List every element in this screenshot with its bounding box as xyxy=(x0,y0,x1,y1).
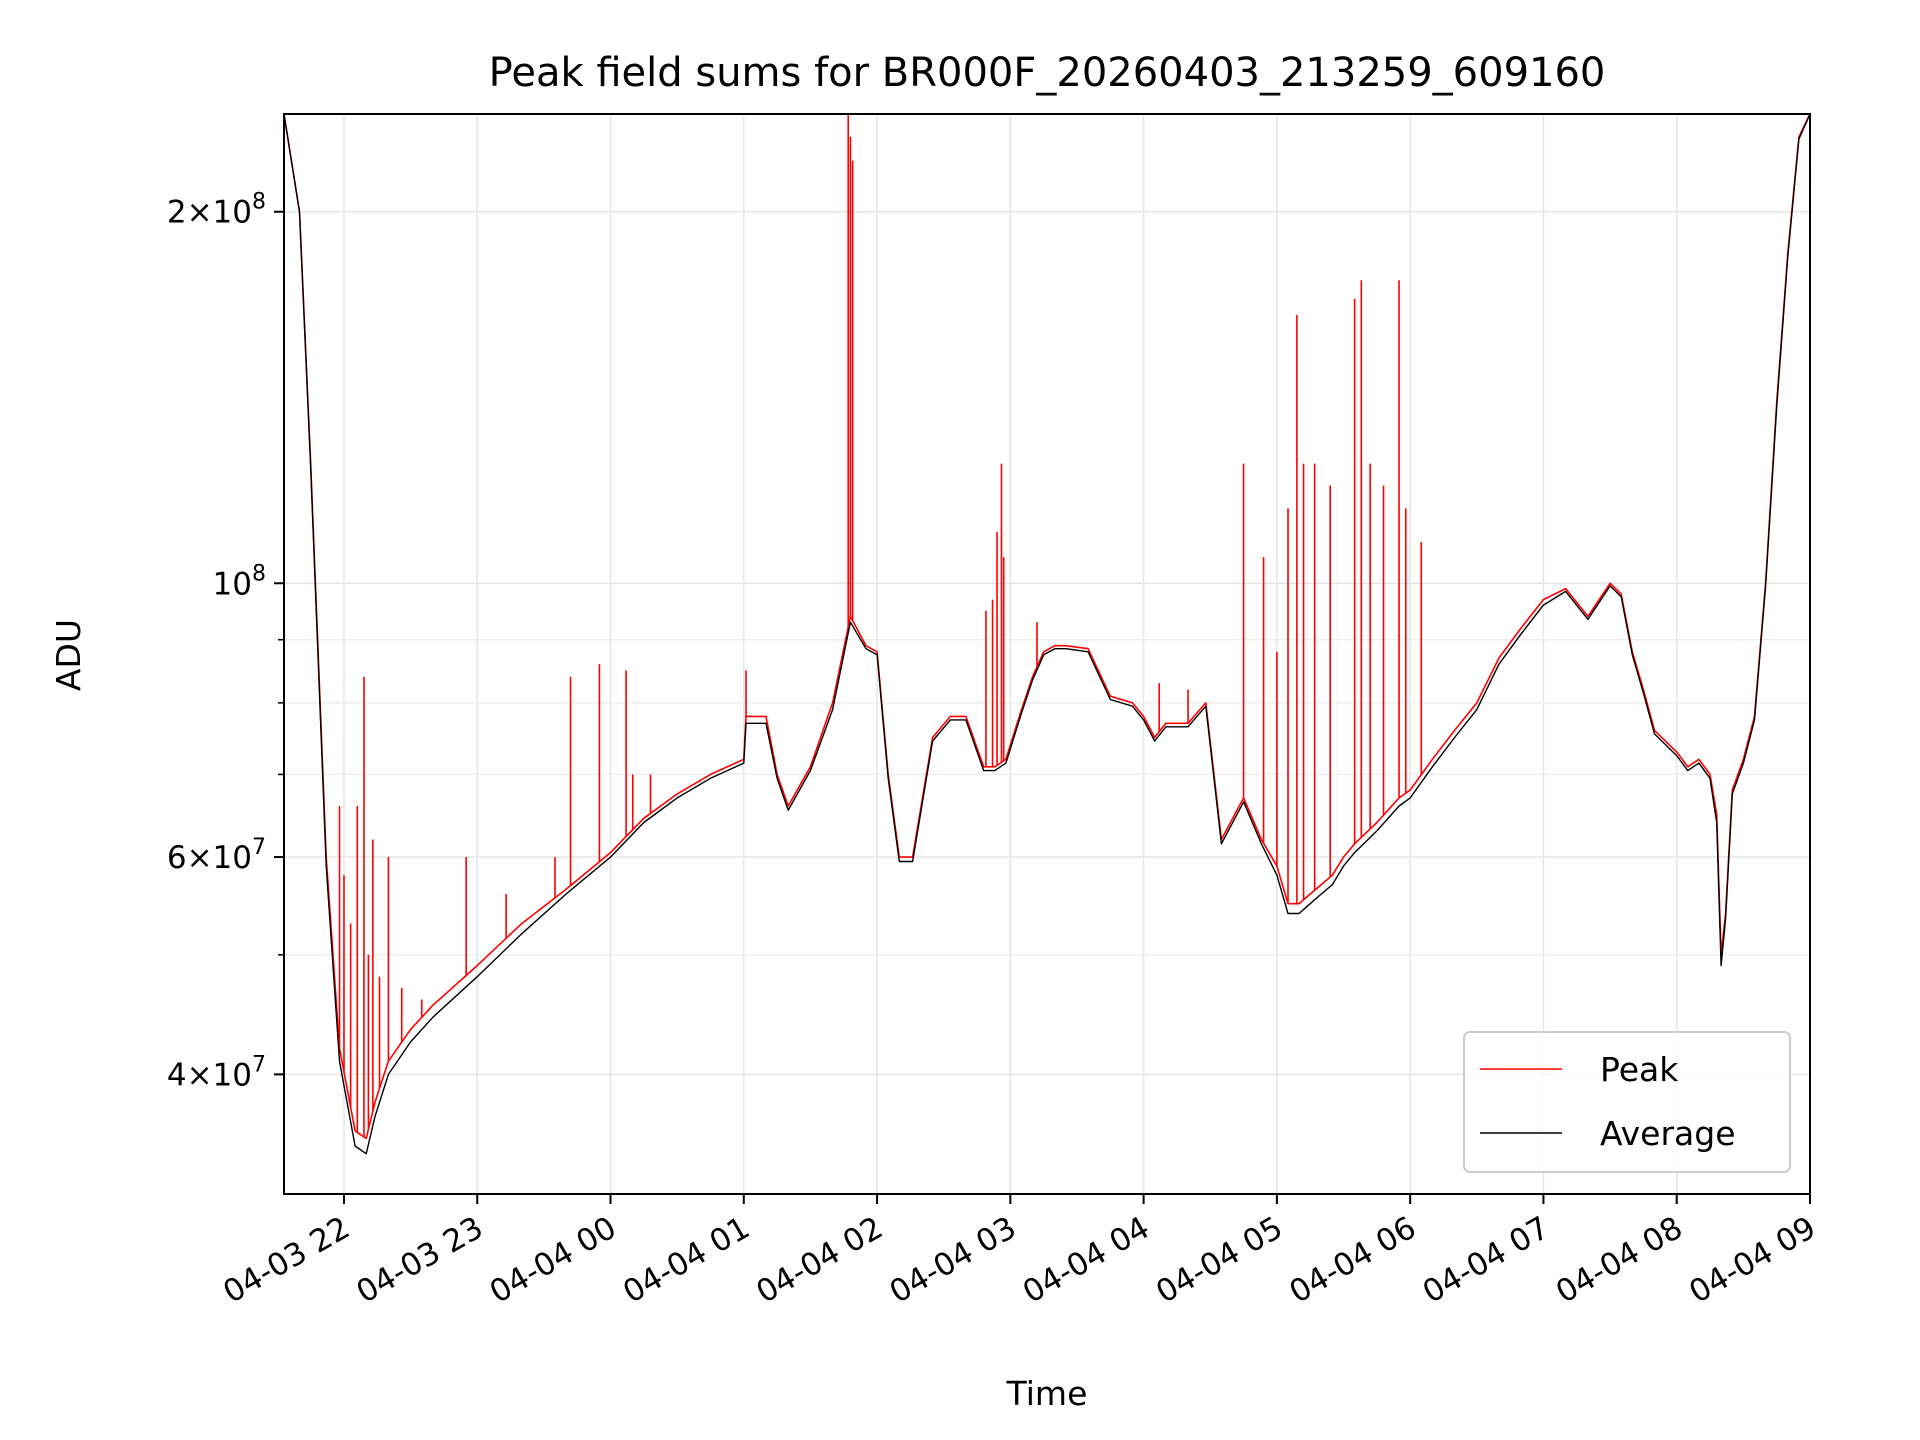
legend: Peak Average xyxy=(1463,1031,1791,1173)
x-axis-title: Time xyxy=(1006,1374,1088,1413)
grid xyxy=(284,114,1811,1194)
legend-box xyxy=(1463,1031,1791,1173)
legend-label-average: Average xyxy=(1600,1114,1736,1153)
y-tick-label: 4×107 xyxy=(167,1052,266,1093)
y-tick-label: 6×107 xyxy=(167,835,266,876)
plot-frame xyxy=(283,113,1811,1195)
series-peak-line xyxy=(284,114,1810,1140)
y-axis-ticks: 4×107 6×107 108 2×108 xyxy=(167,190,284,1093)
plot-series xyxy=(284,114,1810,1155)
legend-label-peak: Peak xyxy=(1600,1050,1679,1089)
y-axis-title: ADU xyxy=(49,619,88,691)
chart-title: Peak field sums for BR000F_20260403_2132… xyxy=(489,50,1606,96)
y-tick-label: 108 xyxy=(213,561,266,602)
series-average-line xyxy=(284,114,1810,1155)
y-tick-label: 2×108 xyxy=(167,190,266,231)
